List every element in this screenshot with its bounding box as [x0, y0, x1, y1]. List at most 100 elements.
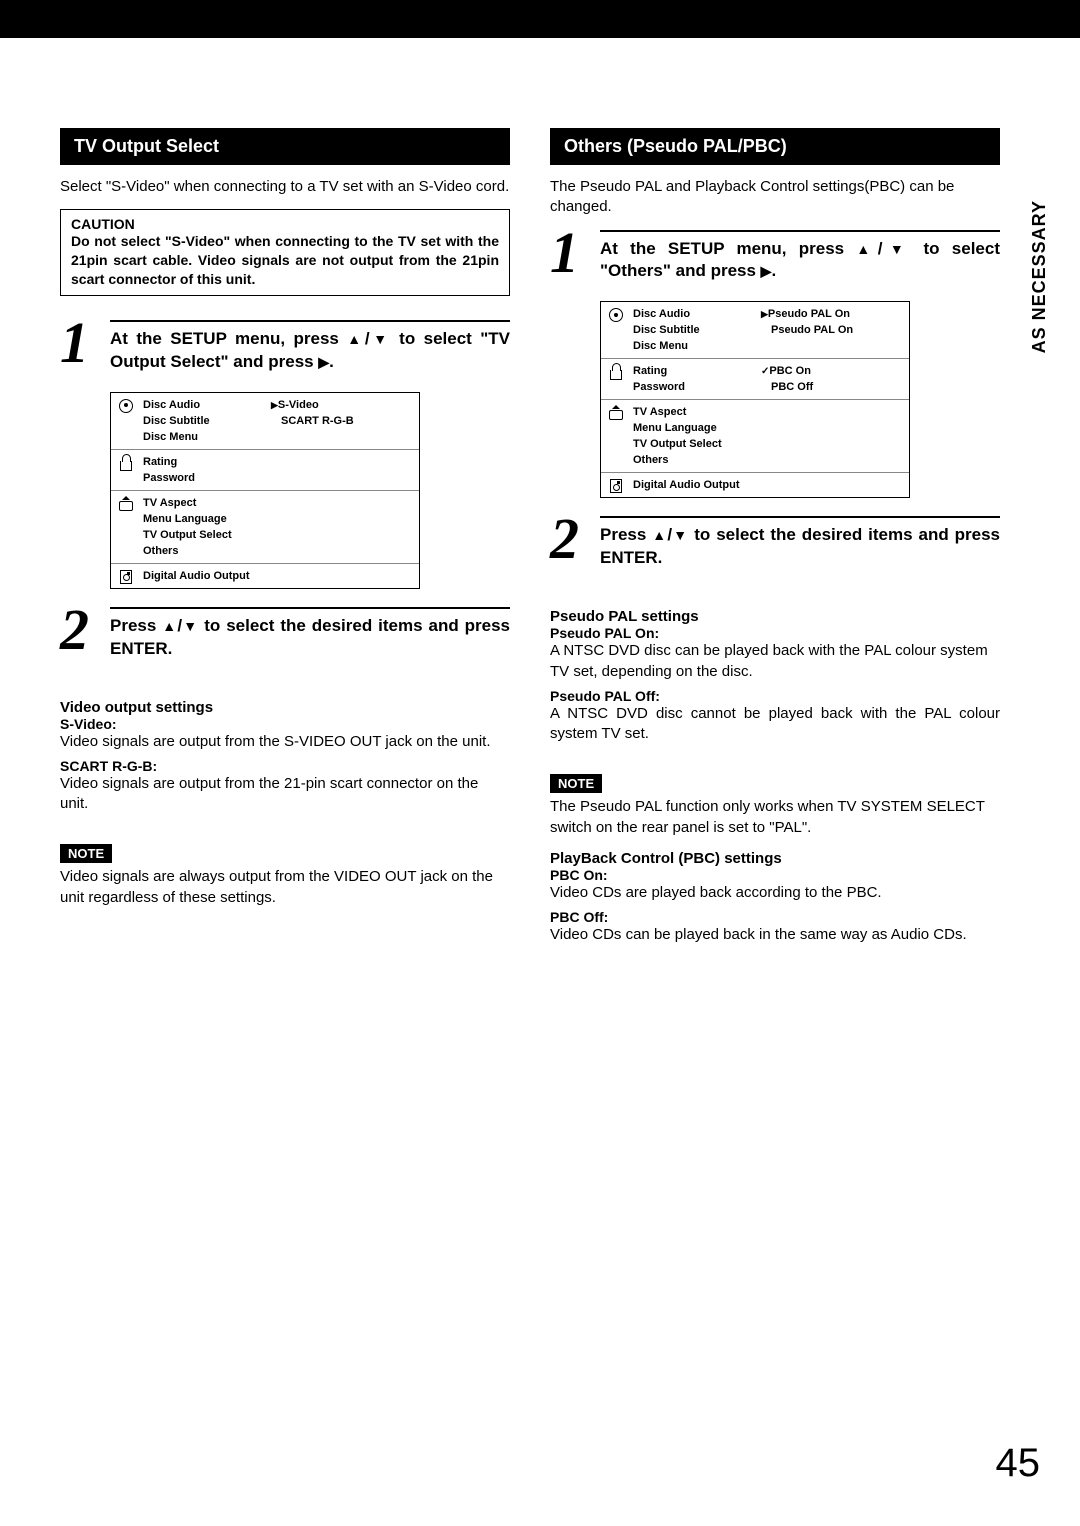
scart-text: Video signals are output from the 21-pin… — [60, 774, 510, 815]
t: / — [365, 329, 370, 348]
menu-item: Menu Language — [633, 420, 753, 436]
menu-item: Rating — [143, 454, 263, 470]
up-icon — [347, 329, 365, 348]
tv-icon — [117, 495, 135, 559]
tv-output-intro: Select "S-Video" when connecting to a TV… — [60, 177, 510, 197]
content-area: TV Output Select Select "S-Video" when c… — [0, 38, 1080, 957]
pbc-on-label: PBC On: — [550, 867, 1000, 883]
t: At the SETUP menu, press — [600, 239, 856, 258]
down-icon — [370, 329, 391, 348]
caution-title: CAUTION — [71, 216, 499, 232]
left-step-2: 2 Press / to select the desired items an… — [60, 607, 510, 661]
menu-group-lock: Rating Password PBC On PBC Off — [601, 359, 909, 400]
tv-output-header: TV Output Select — [60, 128, 510, 165]
left-column: TV Output Select Select "S-Video" when c… — [60, 128, 510, 957]
step-number-2: 2 — [550, 516, 600, 570]
pal-off-label: Pseudo PAL Off: — [550, 688, 1000, 704]
menu-item: Others — [143, 543, 263, 559]
menu-item: Password — [633, 379, 753, 395]
disc-icon — [607, 306, 625, 354]
right-column: Others (Pseudo PAL/PBC) The Pseudo PAL a… — [550, 128, 1000, 957]
menu-item: Disc Subtitle — [633, 322, 753, 338]
menu-item: TV Aspect — [633, 404, 753, 420]
others-intro: The Pseudo PAL and Playback Control sett… — [550, 177, 1000, 218]
right-icon — [761, 261, 772, 280]
menu-group-tv: TV Aspect Menu Language TV Output Select… — [111, 491, 419, 564]
t: SCART R-G-B — [281, 415, 354, 427]
scart-label: SCART R-G-B: — [60, 758, 510, 774]
caution-box: CAUTION Do not select "S-Video" when con… — [60, 209, 510, 296]
menu-item: Digital Audio Output — [633, 477, 753, 493]
t: PBC On — [769, 365, 811, 377]
menu-item: Disc Menu — [143, 429, 263, 445]
down-icon — [182, 616, 198, 635]
step-number-2: 2 — [60, 607, 110, 661]
menu-item: Disc Menu — [633, 338, 753, 354]
menu-item: Digital Audio Output — [143, 568, 263, 584]
disc-icon — [117, 397, 135, 445]
menu-value: PBC On — [761, 363, 903, 379]
step-number-1: 1 — [60, 320, 110, 374]
right-step2-text: Press / to select the desired items and … — [600, 524, 1000, 570]
others-header: Others (Pseudo PAL/PBC) — [550, 128, 1000, 165]
up-icon — [652, 525, 667, 544]
menu-group-lock: Rating Password — [111, 450, 419, 491]
page-number: 45 — [996, 1441, 1041, 1486]
speaker-icon — [607, 477, 625, 493]
pbc-off-label: PBC Off: — [550, 909, 1000, 925]
menu-item: TV Aspect — [143, 495, 263, 511]
t: S-Video — [278, 399, 319, 411]
video-settings-title: Video output settings — [60, 699, 510, 716]
step-number-1: 1 — [550, 230, 600, 284]
svideo-label: S-Video: — [60, 716, 510, 732]
left-note-text: Video signals are always output from the… — [60, 867, 510, 908]
menu-value: S-Video — [271, 397, 413, 413]
t: Press — [110, 616, 162, 635]
right-menu-box: Disc Audio Disc Subtitle Disc Menu Pseud… — [600, 301, 910, 498]
pbc-off-text: Video CDs can be played back in the same… — [550, 925, 1000, 945]
menu-value: Pseudo PAL On — [761, 306, 903, 322]
pal-title: Pseudo PAL settings — [550, 608, 1000, 625]
t: At the SETUP menu, press — [110, 329, 347, 348]
menu-group-audio: Digital Audio Output — [601, 473, 909, 497]
right-step1-text: At the SETUP menu, press / to select "Ot… — [600, 238, 1000, 284]
menu-item: Disc Subtitle — [143, 413, 263, 429]
right-icon — [318, 352, 329, 371]
t: Pseudo PAL On — [768, 308, 850, 320]
right-note-text: The Pseudo PAL function only works when … — [550, 797, 1000, 838]
menu-value: PBC Off — [761, 379, 903, 395]
pointer-icon — [271, 399, 278, 411]
t: . — [771, 261, 776, 280]
note-badge: NOTE — [550, 774, 602, 793]
pbc-title: PlayBack Control (PBC) settings — [550, 850, 1000, 867]
menu-item: Rating — [633, 363, 753, 379]
menu-item: TV Output Select — [143, 527, 263, 543]
caution-text: Do not select "S-Video" when connecting … — [71, 232, 499, 289]
up-icon — [856, 239, 877, 258]
speaker-icon — [117, 568, 135, 584]
menu-value: Pseudo PAL On — [761, 322, 903, 338]
pbc-on-text: Video CDs are played back according to t… — [550, 883, 1000, 903]
lock-icon — [117, 454, 135, 486]
side-tab: AS NECESSARY — [1029, 200, 1050, 353]
menu-group-disc: Disc Audio Disc Subtitle Disc Menu Pseud… — [601, 302, 909, 359]
menu-item: Menu Language — [143, 511, 263, 527]
t: . — [329, 352, 334, 371]
menu-item: TV Output Select — [633, 436, 753, 452]
down-icon — [672, 525, 688, 544]
menu-item: Disc Audio — [143, 397, 263, 413]
down-icon — [882, 239, 911, 258]
right-step-1: 1 At the SETUP menu, press / to select "… — [550, 230, 1000, 284]
right-step-2: 2 Press / to select the desired items an… — [550, 516, 1000, 570]
left-step2-text: Press / to select the desired items and … — [110, 615, 510, 661]
pointer-icon — [761, 308, 768, 320]
pal-on-label: Pseudo PAL On: — [550, 625, 1000, 641]
lock-icon — [607, 363, 625, 395]
top-bar — [0, 0, 1080, 38]
t: Pseudo PAL On — [771, 324, 853, 336]
up-icon — [162, 616, 177, 635]
menu-item: Disc Audio — [633, 306, 753, 322]
tv-icon — [607, 404, 625, 468]
pal-on-text: A NTSC DVD disc can be played back with … — [550, 641, 1000, 682]
t: Press — [600, 525, 652, 544]
